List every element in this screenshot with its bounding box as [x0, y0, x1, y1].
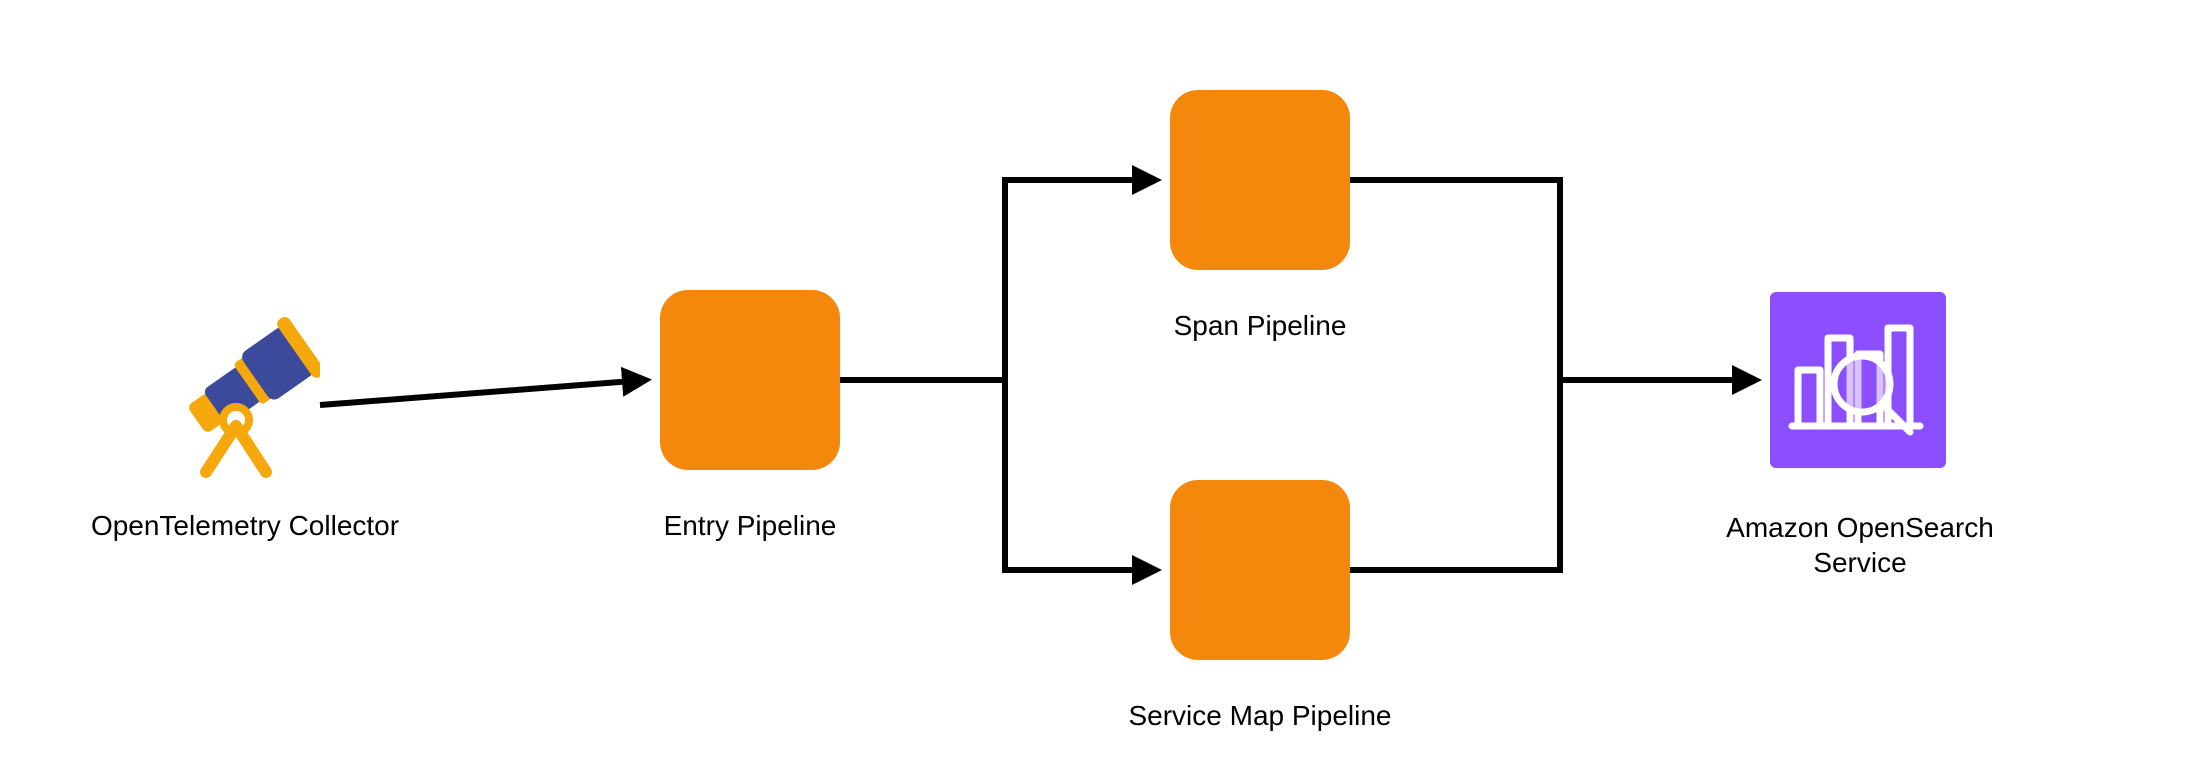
label-line2: Service: [1813, 547, 1906, 578]
node-amazon-opensearch-service: [1770, 292, 1946, 468]
diagram-stage: OpenTelemetry Collector Entry Pipeline S…: [0, 0, 2198, 778]
label-line1: Amazon OpenSearch: [1726, 512, 1994, 543]
label-entry-pipeline: Entry Pipeline: [600, 510, 900, 542]
node-span-pipeline: [1170, 90, 1350, 270]
node-opentelemetry-collector: [170, 300, 320, 480]
label-amazon-opensearch-service: Amazon OpenSearch Service: [1690, 510, 2030, 580]
telescope-icon: [170, 300, 320, 480]
opensearch-icon: [1770, 292, 1946, 468]
node-entry-pipeline: [660, 290, 840, 470]
label-span-pipeline: Span Pipeline: [1110, 310, 1410, 342]
node-service-map-pipeline: [1170, 480, 1350, 660]
label-opentelemetry-collector: OpenTelemetry Collector: [40, 510, 450, 542]
label-service-map-pipeline: Service Map Pipeline: [1080, 700, 1440, 732]
